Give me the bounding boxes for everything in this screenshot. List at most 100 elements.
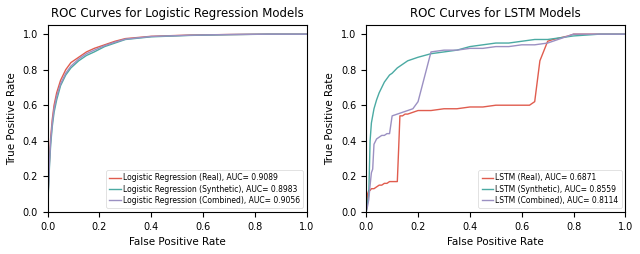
Logistic Regression (Real), AUC= 0.9089 <box>46 153 54 156</box>
LSTM (Real), AUC= 0.6871 <box>395 148 403 151</box>
LSTM (Real), AUC= 0.6871 <box>505 104 513 107</box>
LSTM (Real), AUC= 0.6871 <box>582 33 590 36</box>
LSTM (Real), AUC= 0.6871 <box>536 59 544 62</box>
Logistic Regression (Synthetic), AUC= 0.8983 <box>100 45 108 48</box>
LSTM (Synthetic), AUC= 0.8559 <box>388 72 396 75</box>
LSTM (Real), AUC= 0.6871 <box>362 210 370 213</box>
LSTM (Combined), AUC= 0.8114 <box>367 171 375 174</box>
Logistic Regression (Synthetic), AUC= 0.8983 <box>225 33 233 36</box>
LSTM (Combined), AUC= 0.8114 <box>381 134 388 137</box>
LSTM (Real), AUC= 0.6871 <box>549 38 557 41</box>
Logistic Regression (Combined), AUC= 0.9056 <box>75 57 83 60</box>
LSTM (Combined), AUC= 0.8114 <box>370 143 378 146</box>
LSTM (Synthetic), AUC= 0.8559 <box>518 40 525 43</box>
LSTM (Synthetic), AUC= 0.8559 <box>621 33 629 36</box>
Logistic Regression (Real), AUC= 0.9089 <box>62 68 70 71</box>
LSTM (Combined), AUC= 0.8114 <box>621 33 629 36</box>
Logistic Regression (Real), AUC= 0.9089 <box>53 91 61 94</box>
LSTM (Synthetic), AUC= 0.8559 <box>466 45 474 48</box>
Legend: LSTM (Real), AUC= 0.6871, LSTM (Synthetic), AUC= 0.8559, LSTM (Combined), AUC= 0: LSTM (Real), AUC= 0.6871, LSTM (Syntheti… <box>479 170 621 208</box>
Logistic Regression (Synthetic), AUC= 0.8983 <box>264 33 272 36</box>
LSTM (Real), AUC= 0.6871 <box>364 193 371 196</box>
LSTM (Combined), AUC= 0.8114 <box>466 47 474 50</box>
LSTM (Synthetic), AUC= 0.8559 <box>596 33 604 36</box>
Title: ROC Curves for Logistic Regression Models: ROC Curves for Logistic Regression Model… <box>51 7 303 20</box>
LSTM (Real), AUC= 0.6871 <box>391 180 399 183</box>
Logistic Regression (Combined), AUC= 0.9056 <box>50 107 58 110</box>
LSTM (Real), AUC= 0.6871 <box>440 107 448 110</box>
LSTM (Combined), AUC= 0.8114 <box>375 136 383 139</box>
LSTM (Synthetic), AUC= 0.8559 <box>372 98 380 101</box>
Logistic Regression (Combined), AUC= 0.9056 <box>100 44 108 47</box>
Logistic Regression (Combined), AUC= 0.9056 <box>53 95 61 98</box>
LSTM (Real), AUC= 0.6871 <box>544 40 552 43</box>
Logistic Regression (Synthetic), AUC= 0.8983 <box>75 59 83 62</box>
LSTM (Real), AUC= 0.6871 <box>401 113 409 116</box>
Logistic Regression (Synthetic), AUC= 0.8983 <box>44 196 52 199</box>
LSTM (Synthetic), AUC= 0.8559 <box>544 38 552 41</box>
Logistic Regression (Synthetic), AUC= 0.8983 <box>45 178 52 181</box>
LSTM (Real), AUC= 0.6871 <box>366 189 374 192</box>
LSTM (Synthetic), AUC= 0.8559 <box>362 210 370 213</box>
LSTM (Combined), AUC= 0.8114 <box>366 184 374 187</box>
Logistic Regression (Combined), AUC= 0.9056 <box>303 33 310 36</box>
Logistic Regression (Synthetic), AUC= 0.8983 <box>67 66 75 69</box>
Logistic Regression (Combined), AUC= 0.9056 <box>44 210 51 213</box>
Logistic Regression (Synthetic), AUC= 0.8983 <box>49 125 56 128</box>
Logistic Regression (Real), AUC= 0.9089 <box>49 118 56 121</box>
LSTM (Real), AUC= 0.6871 <box>525 104 533 107</box>
LSTM (Real), AUC= 0.6871 <box>621 33 629 36</box>
LSTM (Synthetic), AUC= 0.8559 <box>505 41 513 44</box>
LSTM (Combined), AUC= 0.8114 <box>505 45 513 48</box>
Logistic Regression (Synthetic), AUC= 0.8983 <box>111 41 119 44</box>
LSTM (Combined), AUC= 0.8114 <box>383 132 391 135</box>
LSTM (Real), AUC= 0.6871 <box>404 113 412 116</box>
LSTM (Synthetic), AUC= 0.8559 <box>394 66 401 69</box>
Logistic Regression (Real), AUC= 0.9089 <box>57 79 65 82</box>
LSTM (Real), AUC= 0.6871 <box>372 185 380 188</box>
Logistic Regression (Real), AUC= 0.9089 <box>47 136 54 139</box>
LSTM (Synthetic), AUC= 0.8559 <box>381 81 388 84</box>
Legend: Logistic Regression (Real), AUC= 0.9089, Logistic Regression (Synthetic), AUC= 0: Logistic Regression (Real), AUC= 0.9089,… <box>106 170 303 208</box>
LSTM (Real), AUC= 0.6871 <box>453 107 461 110</box>
LSTM (Synthetic), AUC= 0.8559 <box>557 36 564 39</box>
LSTM (Real), AUC= 0.6871 <box>557 36 564 39</box>
LSTM (Real), AUC= 0.6871 <box>378 184 386 187</box>
Logistic Regression (Real), AUC= 0.9089 <box>44 210 51 213</box>
Logistic Regression (Real), AUC= 0.9089 <box>90 47 98 50</box>
LSTM (Combined), AUC= 0.8114 <box>372 137 380 140</box>
LSTM (Synthetic), AUC= 0.8559 <box>366 139 374 142</box>
LSTM (Real), AUC= 0.6871 <box>388 180 396 183</box>
LSTM (Synthetic), AUC= 0.8559 <box>479 43 486 46</box>
Logistic Regression (Real), AUC= 0.9089 <box>67 61 75 64</box>
Logistic Regression (Real), AUC= 0.9089 <box>264 33 272 36</box>
Logistic Regression (Real), AUC= 0.9089 <box>186 34 194 37</box>
Logistic Regression (Real), AUC= 0.9089 <box>75 56 83 59</box>
LSTM (Combined), AUC= 0.8114 <box>394 113 401 116</box>
LSTM (Synthetic), AUC= 0.8559 <box>531 38 538 41</box>
LSTM (Combined), AUC= 0.8114 <box>404 109 412 112</box>
LSTM (Real), AUC= 0.6871 <box>596 33 604 36</box>
LSTM (Real), AUC= 0.6871 <box>414 109 422 112</box>
LSTM (Real), AUC= 0.6871 <box>396 114 404 117</box>
Line: Logistic Regression (Real), AUC= 0.9089: Logistic Regression (Real), AUC= 0.9089 <box>47 34 307 212</box>
LSTM (Real), AUC= 0.6871 <box>492 104 500 107</box>
LSTM (Synthetic), AUC= 0.8559 <box>364 201 371 204</box>
LSTM (Combined), AUC= 0.8114 <box>453 49 461 52</box>
LSTM (Synthetic), AUC= 0.8559 <box>440 50 448 53</box>
Logistic Regression (Combined), AUC= 0.9056 <box>49 121 56 124</box>
Logistic Regression (Combined), AUC= 0.9056 <box>147 35 155 38</box>
LSTM (Real), AUC= 0.6871 <box>466 105 474 108</box>
LSTM (Real), AUC= 0.6871 <box>370 187 378 190</box>
LSTM (Real), AUC= 0.6871 <box>367 187 375 190</box>
Logistic Regression (Combined), AUC= 0.9056 <box>264 33 272 36</box>
LSTM (Combined), AUC= 0.8114 <box>364 205 371 208</box>
Logistic Regression (Synthetic), AUC= 0.8983 <box>147 35 155 38</box>
LSTM (Combined), AUC= 0.8114 <box>386 132 394 135</box>
LSTM (Combined), AUC= 0.8114 <box>570 33 577 36</box>
Logistic Regression (Synthetic), AUC= 0.8983 <box>186 34 194 37</box>
Logistic Regression (Real), AUC= 0.9089 <box>83 50 90 53</box>
Line: Logistic Regression (Combined), AUC= 0.9056: Logistic Regression (Combined), AUC= 0.9… <box>47 34 307 212</box>
LSTM (Synthetic), AUC= 0.8559 <box>365 193 372 196</box>
LSTM (Real), AUC= 0.6871 <box>386 180 394 183</box>
